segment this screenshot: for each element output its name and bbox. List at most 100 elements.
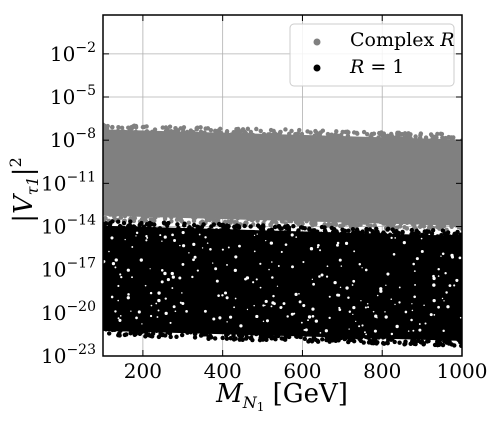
scatter-gap	[345, 286, 349, 290]
scatter-point	[408, 335, 413, 340]
scatter-gap	[333, 280, 337, 285]
scatter-point	[273, 231, 278, 236]
scatter-gap	[179, 244, 181, 247]
scatter-point	[441, 223, 447, 229]
scatter-gap	[423, 304, 425, 307]
scatter-gap	[164, 297, 167, 300]
scatter-gap	[286, 315, 289, 318]
scatter-gap	[131, 276, 133, 279]
scatter-point	[222, 225, 227, 230]
scatter-point	[299, 131, 305, 137]
scatter-point	[448, 220, 453, 225]
scatter-point	[391, 221, 397, 226]
scatter-point	[150, 129, 155, 134]
scatter-point	[282, 230, 288, 235]
scatter-point	[350, 226, 356, 232]
scatter-point	[322, 225, 327, 230]
scatter-point	[119, 125, 125, 130]
scatter-point	[415, 334, 420, 340]
scatter-gap	[410, 318, 413, 322]
scatter-gap	[166, 278, 170, 282]
scatter-point	[147, 220, 152, 226]
scatter-point	[452, 231, 457, 237]
scatter-gap	[252, 281, 255, 284]
scatter-gap	[170, 271, 174, 276]
scatter-gap	[221, 294, 224, 297]
scatter-point	[116, 333, 121, 338]
scatter-gap	[203, 309, 207, 313]
scatter-point	[302, 336, 308, 342]
scatter-gap	[149, 314, 153, 318]
scatter-gap	[394, 303, 396, 306]
scatter-gap	[336, 243, 339, 247]
scatter-point	[131, 326, 136, 332]
scatter-point	[385, 227, 390, 232]
scatter-point	[186, 220, 191, 226]
scatter-point	[403, 138, 408, 143]
scatter-point	[157, 226, 163, 231]
scatter-point	[346, 218, 351, 223]
scatter-point	[166, 220, 171, 226]
x-axis-title: MN1 [GeV]	[215, 379, 348, 414]
scatter-band-fill	[103, 129, 462, 226]
scatter-gap	[293, 312, 296, 315]
scatter-gap	[361, 324, 364, 327]
scatter-point	[458, 343, 462, 348]
scatter-point	[376, 135, 381, 140]
scatter-point	[219, 131, 224, 136]
scatter-gap	[259, 262, 262, 265]
x-tick-label: 600	[283, 359, 321, 383]
scatter-point	[435, 342, 440, 348]
scatter-gap	[111, 262, 116, 266]
scatter-point	[435, 339, 440, 344]
scatter-point	[128, 219, 133, 224]
scatter-point	[320, 337, 325, 342]
scatter-point	[457, 222, 462, 228]
scatter-gap	[437, 305, 440, 309]
scatter-gap	[270, 305, 273, 308]
y-tick-label: 10−20	[41, 299, 96, 325]
scatter-point	[286, 225, 292, 230]
scatter-gap	[432, 276, 436, 281]
scatter-gap	[446, 305, 450, 309]
scatter-point	[133, 129, 139, 135]
scatter-gap	[155, 302, 158, 305]
scatter-gap	[418, 328, 422, 332]
scatter-gap	[159, 234, 162, 237]
scatter-gap	[141, 323, 143, 325]
scatter-gap	[233, 268, 237, 272]
scatter-gap	[325, 275, 329, 278]
scatter-gap	[367, 306, 370, 309]
scatter-point	[123, 130, 128, 135]
scatter-point	[117, 223, 123, 229]
scatter-gap	[227, 246, 230, 249]
scatter-point	[182, 223, 187, 228]
scatter-gap	[218, 316, 222, 320]
legend-marker-complex-r	[313, 38, 321, 46]
scatter-gap	[414, 284, 416, 286]
scatter-gap	[300, 321, 303, 324]
scatter-point	[380, 220, 385, 225]
scatter-gap	[376, 294, 379, 297]
scatter-point	[107, 222, 112, 227]
scatter-gap	[384, 311, 386, 313]
scatter-gap	[157, 298, 161, 303]
scatter-gap	[411, 309, 414, 312]
scatter-point	[272, 336, 277, 341]
scatter-point	[408, 135, 413, 141]
scatter-point	[144, 129, 150, 134]
scatter-point	[385, 219, 390, 225]
scatter-gap	[110, 236, 114, 240]
scatter-gap	[191, 275, 194, 279]
scatter-gap	[271, 261, 273, 263]
scatter-point	[423, 138, 428, 144]
scatter-point	[220, 335, 225, 341]
scatter-gap	[253, 304, 255, 307]
scatter-point	[240, 127, 246, 133]
scatter-gap	[358, 262, 362, 266]
scatter-gap	[178, 276, 182, 280]
scatter-point	[117, 211, 122, 217]
scatter-point	[260, 215, 265, 220]
scatter-gap	[412, 262, 415, 266]
